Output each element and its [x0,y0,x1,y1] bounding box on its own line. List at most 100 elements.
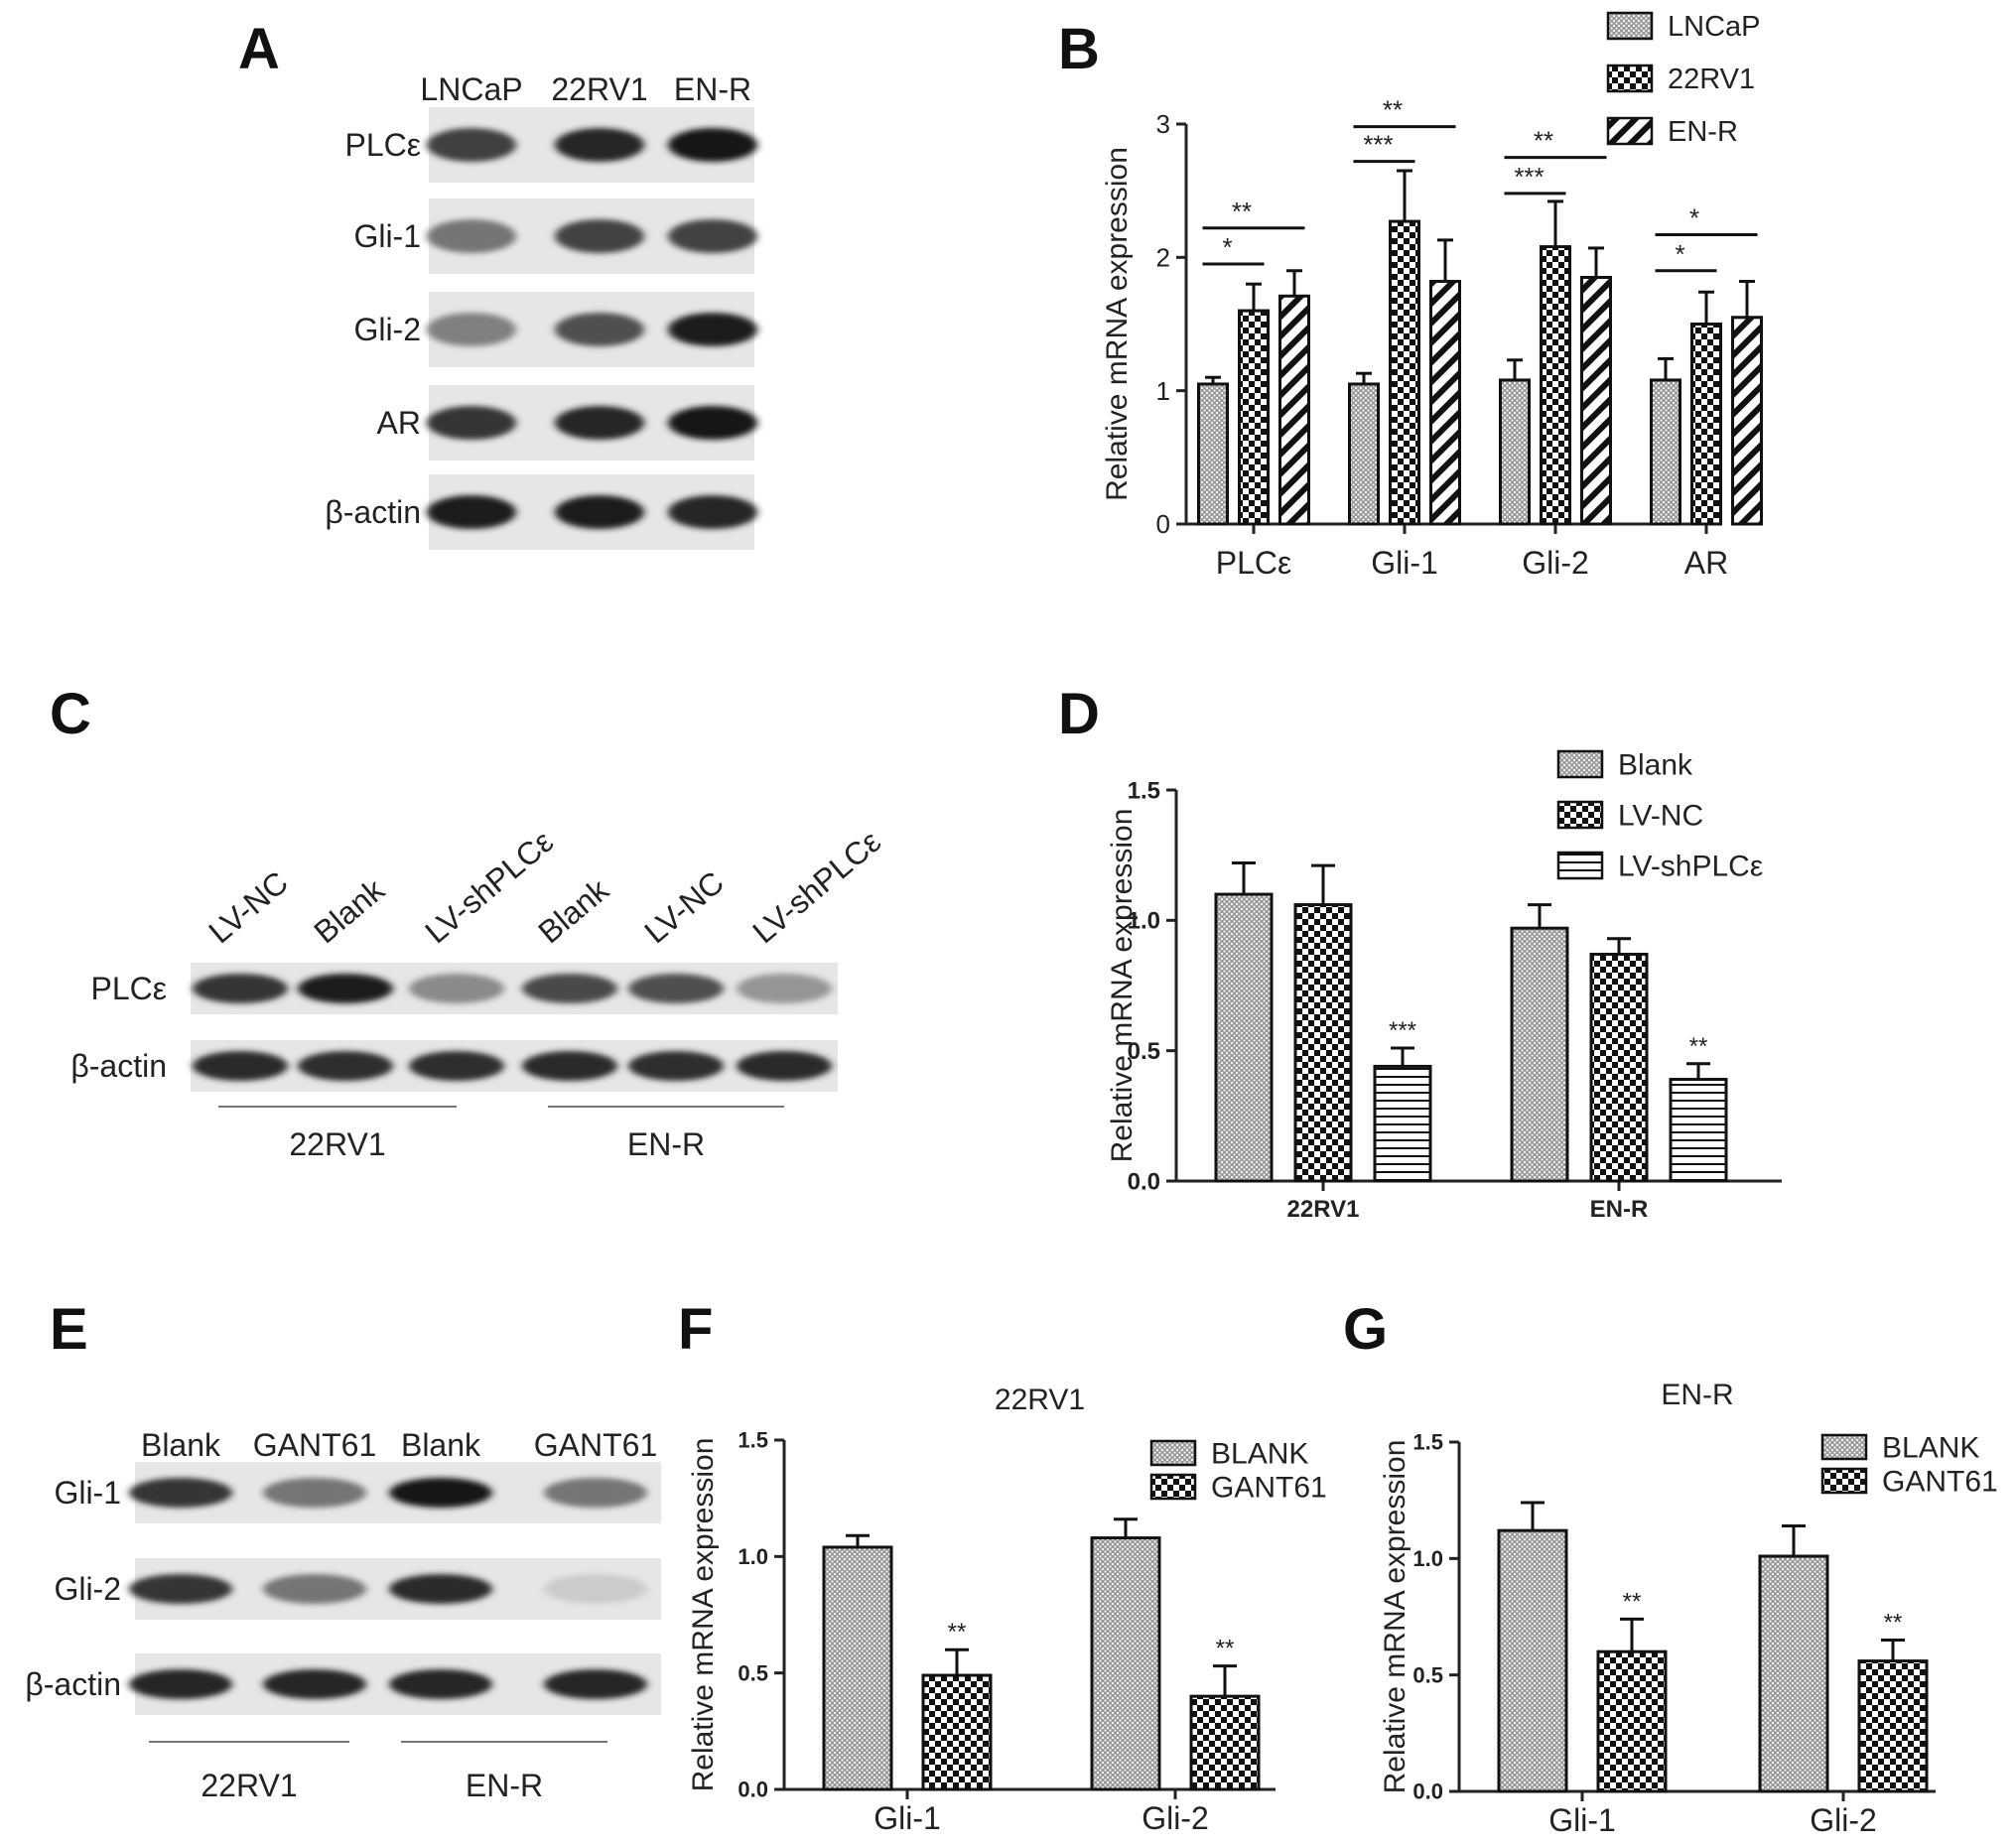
bar-blank-en-r [1510,926,1569,1183]
bar-en-r-plcε [1278,294,1310,526]
legend-swatch [1149,1473,1197,1501]
blot-band [427,219,516,253]
y-tick-label: 3 [1156,109,1170,139]
blot-band [555,128,644,162]
y-axis-label: Relative mRNA expression [1379,1440,1411,1794]
blot-band [409,974,504,1003]
blot-band [555,219,644,253]
blot-band [668,495,757,529]
bar-lv-shplcε-22rv1 [1373,1064,1432,1183]
group-label: 22RV1 [201,1768,297,1803]
blot-band [389,1478,492,1508]
blot-band [737,974,832,1003]
x-tick-label: Gli-2 [1522,545,1589,581]
blot-band [555,406,644,440]
blot-lane-label: LV-NC [637,864,731,951]
blot-band [668,313,757,346]
blot-lane-label: Blank [307,871,391,951]
significance-label: * [1222,232,1232,262]
bar-blank-gli-2 [1090,1536,1161,1791]
blot-band [555,313,644,346]
panel-letter-d: D [1058,682,1100,746]
blot-band [544,1574,647,1604]
blot-band [129,1574,232,1604]
blot-band [129,1478,232,1508]
blot-band [555,495,644,529]
bar-lncap-ar [1650,378,1681,526]
blot-lane-label: LV-NC [202,864,295,951]
legend-swatch [1149,1439,1197,1467]
legend-label: LV-shPLCε [1618,851,1763,883]
significance-label: *** [1363,130,1393,160]
blot-band [427,406,516,440]
y-tick-label: 1.0 [1128,908,1160,935]
blot-band [522,974,617,1003]
x-tick-label: Gli-1 [874,1800,941,1836]
y-tick-label: 0.0 [1412,1779,1443,1804]
blot-band [628,1051,724,1081]
legend-label: BLANK [1882,1432,1979,1465]
bar-22rv1-plcε [1238,309,1270,526]
legend-swatch [1556,800,1604,830]
panel-letter-c: C [50,682,91,746]
bar-22rv1-gli-2 [1540,245,1571,526]
legend-label: 22RV1 [1668,64,1755,95]
x-tick-label: Gli-2 [1142,1800,1209,1836]
bars [1214,861,1728,1183]
y-tick-label: 1.5 [1412,1430,1443,1455]
panel-letter-e: E [50,1297,88,1362]
bar-gant61-gli-1 [1596,1649,1668,1793]
legend-swatch [1820,1467,1868,1495]
y-tick-label: 1.5 [738,1428,768,1453]
y-axis-label: Relative mRNA expression [687,1438,720,1792]
bar-gant61-gli-1 [921,1673,993,1791]
blot-lane-label: EN-R [674,71,751,107]
significance-label: * [1675,239,1684,269]
bar-lv-nc-22rv1 [1293,903,1353,1183]
bar-lv-nc-en-r [1589,952,1649,1183]
blot-band [389,1574,492,1604]
y-tick-label: 1 [1156,376,1170,406]
bar-chart-d: 0.0 0.5 1.0 1.5 22RV1 EN-R Relative mRNA expre… [1106,749,1782,1223]
y-tick-label: 0.0 [738,1778,768,1802]
legend-swatch [1606,11,1654,41]
y-tick-label: 0.5 [1128,1038,1160,1065]
chart-title: EN-R [1661,1379,1733,1411]
x-tick-label: AR [1684,545,1728,581]
bar-blank-gli-2 [1758,1554,1829,1793]
blot-row-label: PLCε [90,971,167,1006]
blot-band [263,1574,366,1604]
blot-band [389,1669,492,1699]
blot-band [544,1669,647,1699]
bar-gant61-gli-2 [1189,1694,1261,1791]
blot-band [427,128,516,162]
significance-label: ** [1884,1609,1903,1636]
legend-label: GANT61 [1211,1472,1327,1505]
axes: 0.0 0.5 1.0 1.5 Gli-1 Gli-2 [1412,1430,1936,1838]
significance-label: ** [1216,1636,1235,1662]
y-tick-label: 0.5 [738,1660,768,1685]
blot-lane-label: Blank [531,871,615,951]
bars [1497,1501,1929,1793]
blot-row-label: AR [377,405,421,441]
bars [1197,169,1763,526]
legend-label: Blank [1618,749,1693,782]
x-tick-label: Gli-1 [1548,1802,1616,1838]
blot-band [298,974,393,1003]
significance-label: ** [1623,1588,1642,1615]
blot-band [737,1051,832,1081]
x-tick-label: Gli-2 [1810,1802,1877,1838]
chart-title: 22RV1 [995,1384,1085,1416]
legend-label: BLANK [1211,1438,1308,1471]
blot-row-label: Gli-1 [54,1475,121,1511]
significance-label: ** [948,1619,967,1646]
y-axis-label: Relative mRNA expression [1101,147,1134,501]
blot-row-label: PLCε [344,127,421,163]
blot-band [298,1051,393,1081]
bar-en-r-gli-2 [1580,275,1612,526]
legend-swatch [1606,116,1654,146]
blot-panel-e: Gli-1 Gli-2 β-actin Blank GANT61 Blank GANT61 2… [25,1427,661,1803]
